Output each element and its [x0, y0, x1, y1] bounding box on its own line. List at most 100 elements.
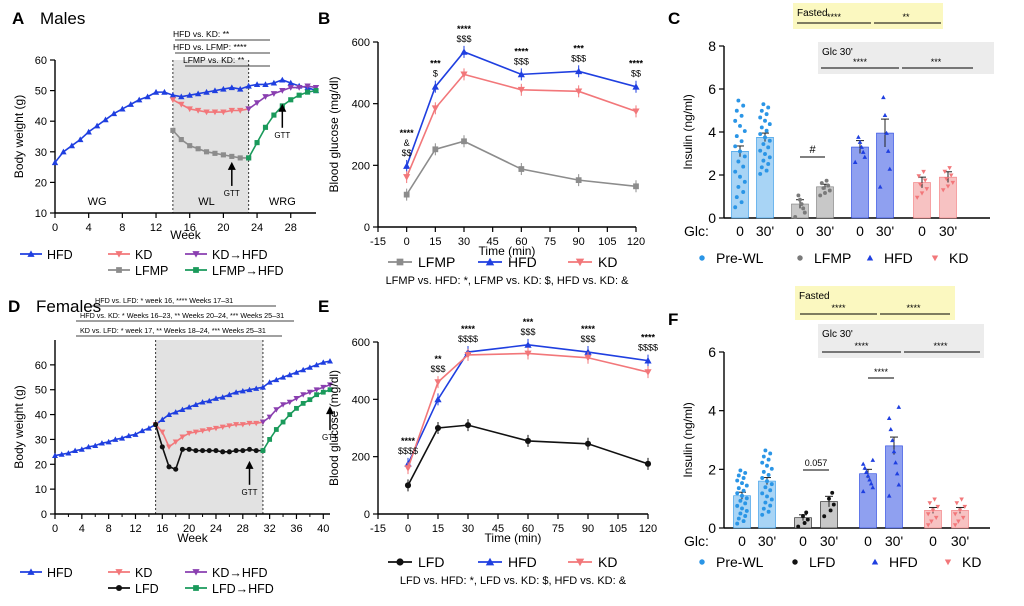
data-point-HFD [245, 82, 252, 89]
data-point-LFD [584, 440, 592, 447]
y-axis-label: Blood glucose (mg/dl) [327, 370, 341, 486]
data-point-LFD [246, 446, 253, 452]
x-tick-label: 0 [404, 236, 410, 248]
data-point-LFD [240, 448, 246, 454]
data-point-LFD→HFD [260, 448, 266, 454]
fasted-stat: ** [902, 12, 910, 22]
bar [939, 176, 957, 219]
data-dot [919, 191, 925, 196]
data-dot [739, 139, 744, 144]
data-point-HFD [524, 341, 532, 348]
data-dot [823, 191, 827, 195]
legend-marker [871, 558, 879, 565]
x-tick-label: 90 [573, 236, 585, 248]
data-dot [957, 508, 963, 513]
data-dot [804, 510, 809, 515]
data-dot [766, 145, 771, 150]
y-tick-label: 600 [352, 337, 370, 349]
data-point-KD [524, 350, 532, 358]
data-point-KD→HFD [259, 419, 266, 426]
data-point-HFD [119, 435, 126, 441]
glc-stat: **** [933, 341, 948, 351]
legend-marker [944, 559, 952, 566]
data-point-KD [517, 86, 525, 94]
data-dot [769, 497, 774, 502]
data-dot [942, 169, 948, 174]
x-tick-label: 4 [79, 523, 85, 535]
y-tick-label: 10 [35, 484, 47, 496]
data-point-LFMP→HFD [246, 155, 252, 161]
gtt-arrowhead [326, 406, 334, 415]
data-dot [767, 138, 772, 143]
data-dot [822, 514, 827, 519]
data-point-HFD [78, 446, 85, 452]
data-point-HFD [132, 431, 139, 437]
significance-label: **** [514, 46, 529, 56]
data-point-KD [172, 439, 179, 445]
data-point-KD [212, 425, 219, 432]
legend-marker [193, 267, 199, 273]
data-dot [891, 449, 897, 454]
data-dot [739, 200, 744, 205]
data-dot [734, 195, 739, 200]
data-point-HFD [192, 401, 199, 408]
data-dot [962, 504, 968, 510]
significance-label: **** [581, 324, 596, 334]
data-dot [802, 521, 807, 525]
data-dot [933, 515, 939, 521]
x-tick-label: 0 [796, 223, 804, 239]
data-point-KD [169, 97, 177, 103]
phase-label: WL [198, 196, 215, 208]
panel-a-title: Males [40, 9, 85, 28]
legend-marker [27, 568, 35, 575]
panel-label-f: F [668, 310, 678, 329]
data-dot [736, 184, 741, 189]
data-point-KD→HFD [312, 84, 320, 91]
y-tick-label: 600 [352, 37, 370, 49]
x-tick-label: 75 [544, 236, 556, 248]
data-point-HFD [313, 361, 320, 368]
x-tick-label: 30' [876, 223, 894, 239]
data-dot [758, 148, 763, 153]
data-dot [743, 501, 748, 506]
data-dot [763, 485, 768, 490]
data-dot [952, 512, 958, 517]
x-tick-label: 120 [639, 523, 657, 535]
data-point-HFD [139, 427, 146, 434]
data-dot [766, 472, 771, 477]
glc-label: Glc 30' [822, 47, 853, 58]
data-dot [766, 509, 771, 514]
significance-label: $$$ [514, 56, 529, 66]
data-dot [935, 504, 941, 510]
data-point-HFD [403, 162, 411, 169]
data-dot [828, 508, 833, 513]
data-point-LFMP [187, 143, 193, 149]
x-tick-label: 0 [405, 523, 411, 535]
legend-label-HFD: HFD [508, 554, 537, 570]
legend-marker [115, 584, 123, 592]
data-dot [761, 506, 766, 511]
legend-label-LFMP: LFMP [814, 250, 851, 266]
data-point-KD→HFD [293, 396, 300, 402]
data-point-KD [404, 465, 412, 472]
x-tick-label: 30 [458, 236, 470, 248]
data-dot [735, 491, 740, 496]
data-point-KD→HFD [286, 399, 293, 406]
data-dot [824, 178, 829, 183]
gtt-label: GTT [242, 488, 258, 497]
legend-label-LFMP: LFMP [418, 254, 455, 270]
legend-label-LFD→HFD: LFD→HFD [212, 582, 274, 596]
panel-D: 0 10 20 30 40 50 60 0 4 8 12 16 20 24 28 32 36 40 Week Body… [12, 296, 338, 545]
data-point-LFMP [178, 137, 184, 143]
data-point-KD [206, 427, 213, 433]
data-dot [743, 470, 748, 475]
x-tick-label: 8 [119, 222, 125, 234]
data-dot [860, 149, 866, 154]
data-point-KD [233, 422, 240, 428]
significance-label: **** [457, 24, 472, 34]
significance-label: $$$ [520, 327, 535, 337]
glc-label: Glc 30' [822, 329, 853, 340]
x-tick-label: 30' [816, 223, 834, 239]
y-tick-label: 30 [35, 434, 47, 446]
data-dot [796, 193, 801, 198]
